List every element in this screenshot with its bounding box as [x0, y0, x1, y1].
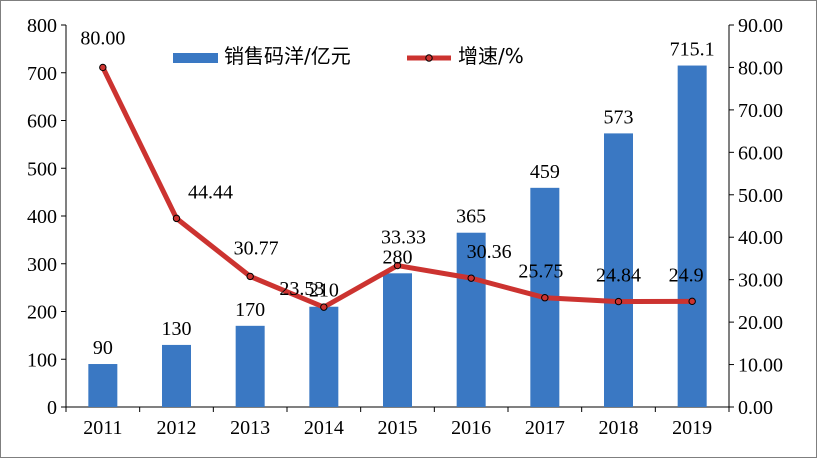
y-left-tick-label: 400 [27, 206, 57, 228]
y-left-tick-label: 300 [27, 254, 57, 276]
legend-line-label: 增速/% [458, 44, 524, 68]
line-value-label: 30.36 [467, 241, 512, 263]
bar [604, 133, 633, 407]
bar-value-label: 90 [93, 337, 113, 359]
bar-value-label: 365 [456, 206, 486, 228]
bar-series [88, 65, 707, 408]
line-series [99, 63, 696, 311]
x-tick-label: 2016 [451, 417, 491, 439]
line-point [688, 297, 696, 306]
bar [235, 325, 265, 407]
legend-bar-label: 销售码洋/亿元 [224, 44, 351, 68]
y-right-tick-label: 40.00 [738, 227, 783, 249]
y-right-tick-label: 20.00 [738, 312, 783, 334]
line-point [614, 297, 623, 306]
x-tick-label: 2014 [304, 417, 344, 439]
bar [456, 232, 486, 407]
x-tick-label: 2015 [378, 417, 418, 439]
y-right-tick-label: 90.00 [738, 15, 783, 37]
y-right-tick-label: 30.00 [738, 270, 783, 292]
y-left-tick-label: 500 [27, 158, 57, 180]
x-tick-label: 2013 [230, 417, 270, 439]
bar [88, 364, 118, 407]
legend-bar-swatch [173, 53, 218, 63]
bar [309, 306, 339, 407]
data-labels: 90 130 170 210 280 365 459 573 715.1 80.00 44.44 30… [80, 27, 714, 359]
bar [162, 344, 191, 407]
line-point [172, 214, 181, 223]
y-right-tick-label: 80.00 [738, 57, 783, 79]
bar-value-label: 715.1 [670, 39, 715, 61]
bar-value-label: 170 [235, 299, 265, 321]
line-point [393, 261, 402, 270]
line-point [541, 294, 549, 302]
bar-value-label: 130 [162, 318, 192, 340]
y-left-tick-label: 800 [27, 15, 57, 37]
bar-value-label: 573 [604, 106, 634, 128]
y-left-tick-label: 200 [27, 302, 57, 324]
y-right-tick-label: 50.00 [738, 185, 783, 207]
x-tick-label: 2017 [525, 417, 565, 439]
legend: 销售码洋/亿元 增速/% [173, 44, 524, 68]
y-right-tick-label: 0.00 [738, 397, 773, 419]
line-value-label: 24.9 [669, 264, 704, 286]
bar-value-label: 280 [383, 246, 413, 268]
x-tick-label: 2018 [599, 417, 639, 439]
bar [677, 65, 707, 408]
line-point [99, 63, 107, 72]
line-point [320, 303, 328, 311]
bar-value-label: 210 [309, 280, 339, 302]
axes: 0 100 200 300 400 500 600 700 800 0.00 10.00 20.00 3… [27, 15, 783, 439]
x-tick-label: 2012 [157, 417, 197, 439]
line-point [246, 272, 254, 281]
bar [383, 273, 412, 407]
line-value-label: 30.77 [234, 237, 279, 259]
line-point [467, 274, 475, 282]
line-value-label: 44.44 [188, 181, 233, 203]
y-right-tick-label: 70.00 [738, 100, 783, 122]
y-right-tick-label: 10.00 [738, 355, 783, 377]
y-left-tick-label: 100 [27, 349, 57, 371]
line-value-label: 25.75 [518, 261, 563, 283]
legend-line-marker [425, 54, 433, 62]
line-value-label: 24.84 [596, 265, 641, 287]
line-value-label: 33.33 [381, 227, 426, 249]
y-left-tick-label: 700 [27, 63, 57, 85]
x-tick-label: 2019 [672, 417, 712, 439]
line-value-label: 80.00 [80, 27, 125, 49]
y-left-tick-label: 0 [47, 397, 57, 419]
bar-value-label: 459 [530, 161, 560, 183]
y-right-tick-label: 60.00 [738, 142, 783, 164]
x-tick-label: 2011 [83, 417, 122, 439]
line-value-label: 23.53 [279, 278, 324, 300]
y-left-tick-label: 600 [27, 111, 57, 133]
